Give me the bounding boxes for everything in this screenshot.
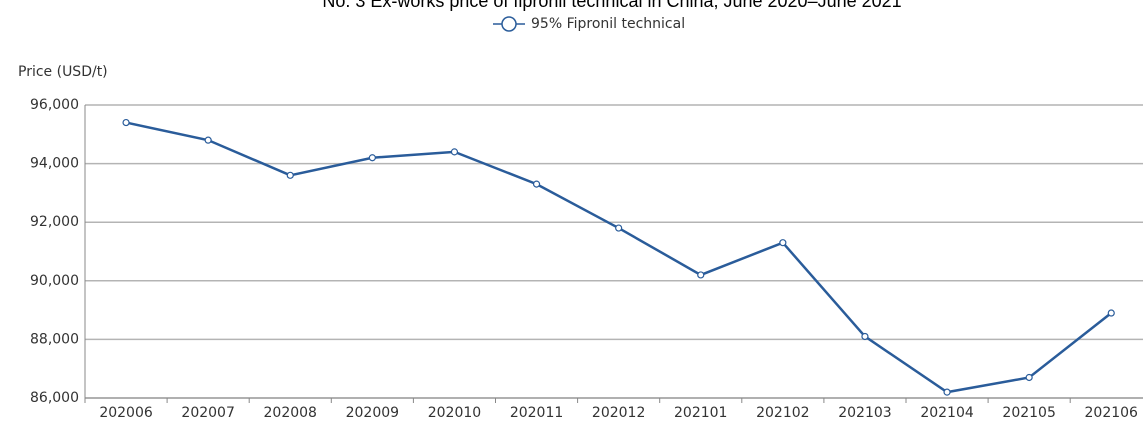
x-tick-label: 202006 — [99, 405, 153, 421]
point — [1107, 309, 1115, 317]
y-axis-label: Price (USD/t) — [18, 64, 108, 80]
point — [368, 154, 376, 162]
x-tick-label: 202106 — [1085, 405, 1139, 421]
y-tick-label: 86,000 — [30, 390, 79, 406]
x-tick-label: 202103 — [838, 405, 891, 421]
x-tick-label: 202011 — [510, 405, 563, 421]
x-tick-label: 202101 — [674, 405, 727, 421]
point — [779, 239, 787, 247]
point — [697, 271, 705, 279]
point — [1025, 373, 1033, 382]
y-tick-label: 90,000 — [30, 273, 79, 289]
x-tick-label: 202104 — [920, 405, 974, 421]
point — [204, 136, 212, 144]
y-tick-label: 94,000 — [30, 156, 79, 172]
point — [122, 118, 130, 127]
x-tick-label: 202008 — [264, 405, 317, 421]
x-tick-label: 202105 — [1002, 405, 1055, 421]
y-tick-label: 92,000 — [30, 214, 79, 230]
point — [615, 224, 623, 232]
x-tick-label: 202012 — [592, 405, 645, 421]
point — [532, 180, 541, 188]
x-tick-label: 202009 — [346, 405, 399, 421]
point — [861, 332, 869, 341]
legend-label: 95% Fipronil technical — [531, 16, 685, 32]
y-tick-label: 88,000 — [30, 331, 79, 347]
point — [450, 148, 459, 156]
x-tick-label: 202102 — [756, 405, 809, 421]
y-tick-label: 96,000 — [30, 97, 79, 113]
point — [286, 171, 294, 179]
point — [943, 388, 951, 396]
chart-title: No. 3 Ex-works price of fipronil technic… — [322, 0, 901, 11]
x-tick-label: 202010 — [428, 405, 481, 421]
x-tick-label: 202007 — [181, 405, 234, 421]
legend-marker — [501, 16, 517, 32]
